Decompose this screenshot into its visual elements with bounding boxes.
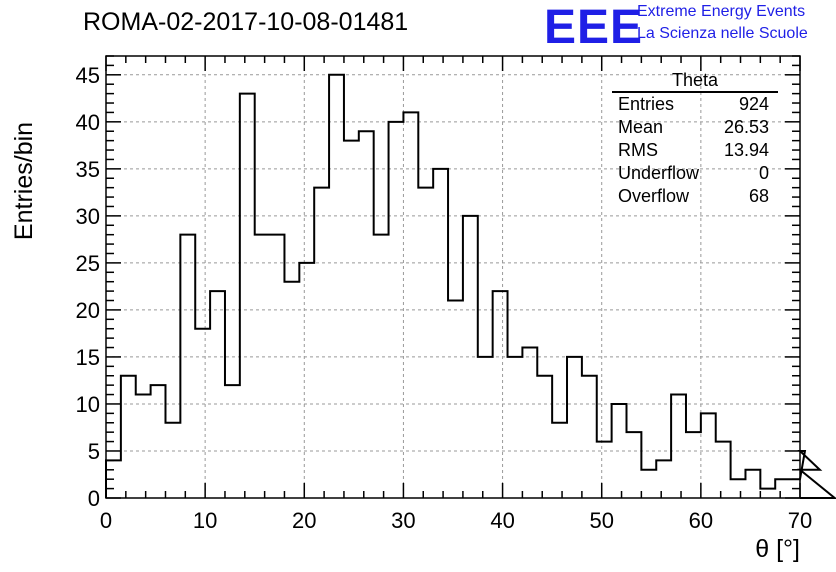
eee-logo-icon: EEE: [544, 1, 644, 54]
stats-row-rms: RMS 13.94: [610, 139, 778, 162]
stats-label: Overflow: [618, 186, 690, 206]
x-tick-label: 40: [490, 508, 514, 533]
axis-ticks: [105, 55, 801, 499]
y-tick-label: 45: [76, 63, 100, 88]
stats-label: Underflow: [618, 163, 700, 183]
stats-value: 26.53: [723, 117, 769, 137]
x-tick-label: 0: [100, 508, 112, 533]
y-tick-label: 15: [76, 345, 100, 370]
stats-label: Mean: [618, 117, 664, 137]
axis-tick-labels: 0 10 20 30 40 50 60 70 0 5 10 15 20 25 30 35 40 45: [76, 63, 813, 533]
y-tick-label: 0: [88, 486, 100, 511]
histogram-line: [105, 73, 836, 499]
logo-line-1: Extreme Energy Events: [637, 3, 806, 20]
x-axis-label: θ [°]: [755, 535, 800, 563]
x-tick-label: 60: [689, 508, 713, 533]
plot-frame: [105, 55, 801, 499]
y-tick-label: 40: [76, 110, 100, 135]
x-tick-label: 70: [788, 508, 812, 533]
x-tick-label: 50: [589, 508, 613, 533]
stats-value: 68: [748, 186, 769, 206]
stats-value: 0: [758, 163, 769, 183]
x-tick-label: 30: [391, 508, 415, 533]
y-tick-label: 25: [76, 251, 100, 276]
grid-lines: [106, 56, 800, 498]
stats-label: Entries: [618, 94, 675, 114]
stats-row-underflow: Underflow 0: [610, 162, 778, 185]
x-tick-label: 20: [292, 508, 316, 533]
y-tick-label: 30: [76, 204, 100, 229]
x-tick-label: 10: [193, 508, 217, 533]
stats-box: Theta Entries 924 Mean 26.53 RMS 13.94 U…: [610, 70, 778, 208]
stats-value: 13.94: [723, 140, 769, 160]
stats-row-overflow: Overflow 68: [610, 185, 778, 208]
stats-value: 924: [738, 94, 769, 114]
y-tick-label: 10: [76, 392, 100, 417]
stats-row-entries: Entries 924: [610, 93, 778, 116]
stats-label: RMS: [618, 140, 658, 160]
stats-row-mean: Mean 26.53: [610, 116, 778, 139]
y-tick-label: 35: [76, 157, 100, 182]
y-tick-label: 5: [88, 439, 100, 464]
stats-title: Theta: [612, 70, 778, 93]
logo-line-2: La Scienza nelle Scuole: [637, 25, 808, 42]
chart-title: ROMA-02-2017-10-08-01481: [83, 8, 409, 36]
y-axis-label: Entries/bin: [10, 122, 38, 240]
y-tick-label: 20: [76, 298, 100, 323]
